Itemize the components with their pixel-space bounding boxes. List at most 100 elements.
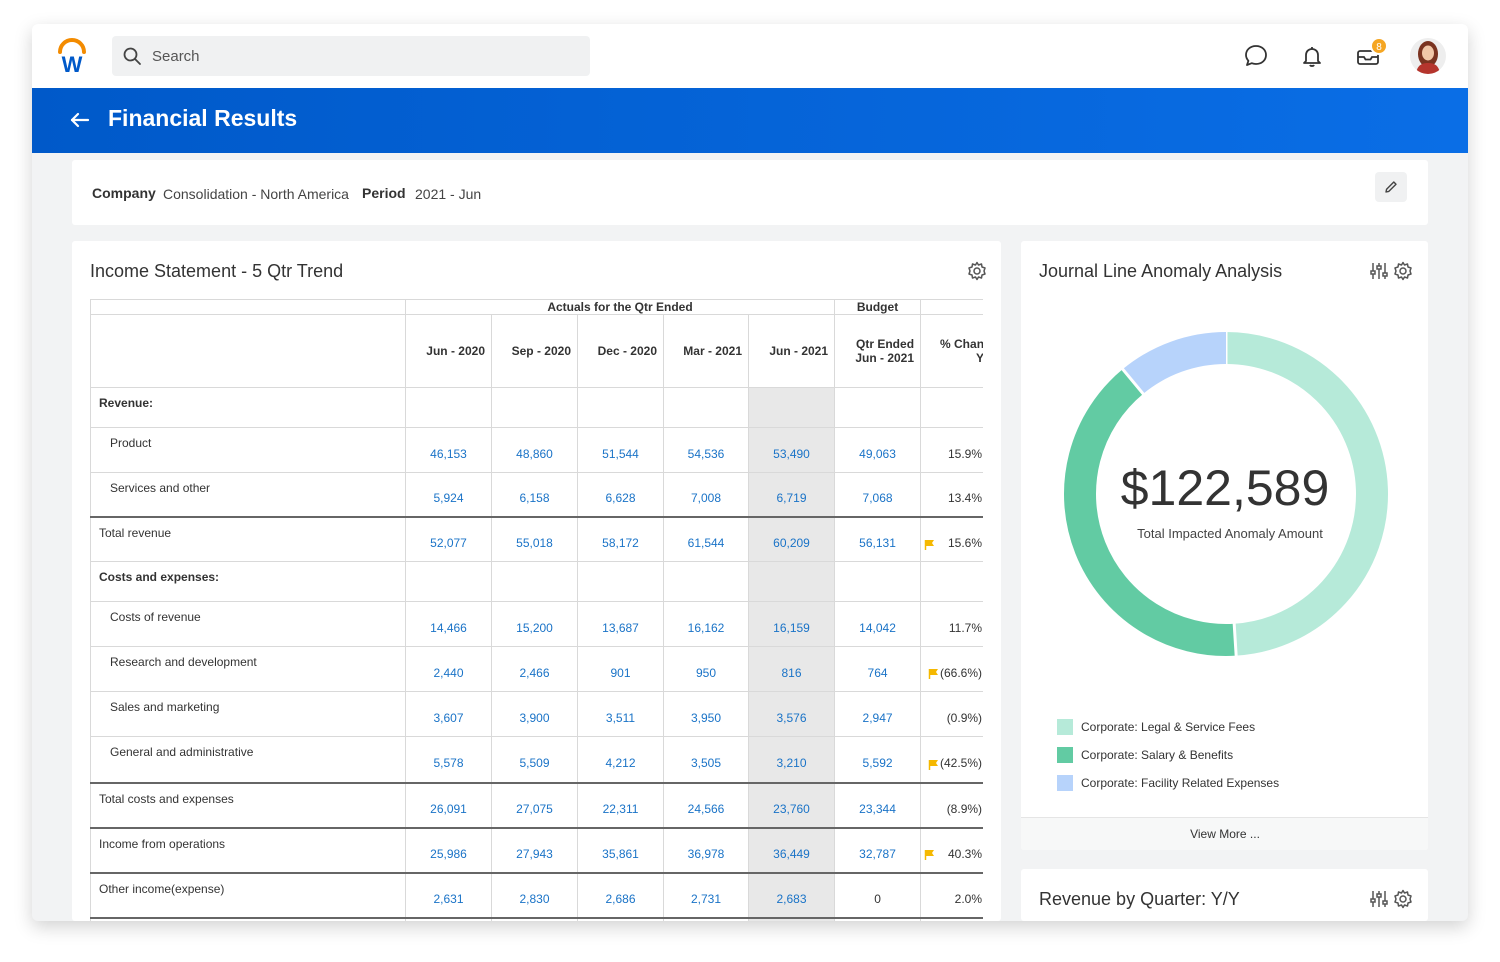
col-header-4: Jun - 2021: [747, 314, 836, 388]
value-link[interactable]: 2,631: [405, 871, 492, 918]
table-row: Sales and marketing 3,607 3,900 3,511 3,950 3…: [90, 691, 983, 737]
budget-value-link[interactable]: 14,042: [834, 601, 922, 647]
anomaly-donut-chart: [1064, 331, 1388, 657]
bell-icon[interactable]: [1298, 42, 1326, 70]
value-link[interactable]: 27,943: [491, 826, 578, 873]
filter-sliders-icon[interactable]: [1369, 261, 1389, 281]
value-link[interactable]: 51,544: [577, 427, 664, 473]
value-link[interactable]: 901: [577, 646, 664, 692]
table-row: Services and other 5,924 6,158 6,628 7,008 6,…: [90, 472, 983, 517]
budget-value-link[interactable]: 56,131: [834, 515, 922, 562]
flag-icon[interactable]: [924, 849, 935, 861]
value-link[interactable]: 6,628: [577, 472, 664, 517]
value-link[interactable]: 5,509: [491, 736, 578, 783]
budget-value-link[interactable]: 49,063: [834, 427, 922, 473]
gear-icon[interactable]: [1393, 261, 1413, 281]
budget-value-link[interactable]: 5,592: [834, 736, 922, 783]
value-link[interactable]: 53,490: [747, 427, 836, 473]
value-link[interactable]: 3,607: [405, 691, 492, 737]
value-link[interactable]: 26,091: [405, 781, 492, 828]
page-header: Financial Results: [32, 88, 1468, 153]
value-link[interactable]: 3,900: [491, 691, 578, 737]
value-link[interactable]: 5,578: [405, 736, 492, 783]
flag-icon[interactable]: [928, 759, 939, 770]
budget-value-link[interactable]: 23,344: [834, 781, 922, 828]
value-link[interactable]: 3,576: [747, 691, 836, 737]
donut-slice-2[interactable]: [1122, 332, 1227, 395]
value-link[interactable]: 6,158: [491, 472, 578, 517]
value-link[interactable]: 2,440: [405, 646, 492, 692]
value-link[interactable]: 54,536: [663, 427, 749, 473]
value-link[interactable]: 2,686: [577, 871, 664, 918]
value-link[interactable]: 2,830: [491, 871, 578, 918]
table-row: Total revenue 52,077 55,018 58,172 61,544 60,…: [90, 515, 983, 562]
empty-cell: [491, 387, 578, 428]
legend-label: Corporate: Facility Related Expenses: [1081, 776, 1280, 790]
avatar[interactable]: [1410, 38, 1446, 74]
donut-slice-1[interactable]: [1064, 369, 1237, 656]
gear-icon[interactable]: [1393, 889, 1413, 909]
value-link[interactable]: 13,687: [577, 601, 664, 647]
inbox-icon[interactable]: [1354, 42, 1382, 70]
donut-slice-0[interactable]: [1225, 332, 1388, 656]
view-more-button[interactable]: View More ...: [1021, 817, 1428, 850]
value-link[interactable]: 15,200: [491, 601, 578, 647]
value-link[interactable]: 2,466: [491, 646, 578, 692]
flag-icon[interactable]: [924, 539, 935, 550]
budget-value-link[interactable]: 764: [834, 646, 922, 692]
legend-item-legal[interactable]: Corporate: Legal & Service Fees: [1057, 719, 1255, 735]
value-link[interactable]: 55,018: [491, 515, 578, 562]
value-link[interactable]: 3,950: [663, 691, 749, 737]
budget-value-link[interactable]: 2,947: [834, 691, 922, 737]
workday-logo[interactable]: W: [54, 36, 90, 77]
value-link[interactable]: 2,683: [747, 871, 836, 918]
budget-value-link[interactable]: 32,787: [834, 826, 922, 873]
legend-swatch: [1057, 719, 1073, 735]
value-link[interactable]: 16,162: [663, 601, 749, 647]
budget-value-link[interactable]: 7,068: [834, 472, 922, 517]
value-link[interactable]: 24,566: [663, 781, 749, 828]
legend-item-facility[interactable]: Corporate: Facility Related Expenses: [1057, 775, 1279, 791]
value-link[interactable]: 4,212: [577, 736, 664, 783]
col-header-pct: % ChanY: [920, 314, 983, 388]
search-input[interactable]: Search: [112, 36, 590, 76]
value-link[interactable]: 58,172: [577, 515, 664, 562]
value-link[interactable]: 950: [663, 646, 749, 692]
value-link[interactable]: 23,760: [747, 781, 836, 828]
edit-button[interactable]: [1375, 172, 1407, 202]
pct-change-value: 40.3%: [948, 847, 983, 861]
value-link[interactable]: 22,311: [577, 781, 664, 828]
anomaly-total-amount: $122,589: [1120, 460, 1330, 516]
value-link[interactable]: 61,544: [663, 515, 749, 562]
value-link[interactable]: 60,209: [747, 515, 836, 562]
chat-icon[interactable]: [1242, 42, 1270, 70]
back-arrow-icon[interactable]: [68, 108, 92, 132]
value-link[interactable]: 7,008: [663, 472, 749, 517]
legend-item-salary[interactable]: Corporate: Salary & Benefits: [1057, 747, 1233, 763]
value-link[interactable]: 14,466: [405, 601, 492, 647]
pct-change-value: 15.6%: [948, 536, 983, 551]
value-link[interactable]: 5,924: [405, 472, 492, 517]
pct-change-value: 13.4%: [948, 491, 983, 506]
value-link[interactable]: 16,159: [747, 601, 836, 647]
value-link[interactable]: 52,077: [405, 515, 492, 562]
value-link[interactable]: 816: [747, 646, 836, 692]
value-link[interactable]: 3,210: [747, 736, 836, 783]
value-link[interactable]: 25,986: [405, 826, 492, 873]
value-link[interactable]: 36,449: [747, 826, 836, 873]
value-link[interactable]: 6,719: [747, 472, 836, 517]
value-link[interactable]: 35,861: [577, 826, 664, 873]
value-link[interactable]: 27,075: [491, 781, 578, 828]
flag-icon[interactable]: [928, 668, 939, 680]
value-link[interactable]: 3,511: [577, 691, 664, 737]
value-link[interactable]: 3,505: [663, 736, 749, 783]
filter-sliders-icon[interactable]: [1369, 889, 1389, 909]
page-title: Financial Results: [108, 105, 298, 131]
value-link[interactable]: 36,978: [663, 826, 749, 873]
table-row: Other income(expense) 2,631 2,830 2,686 2,73…: [90, 871, 983, 918]
value-link[interactable]: 46,153: [405, 427, 492, 473]
value-link[interactable]: 48,860: [491, 427, 578, 473]
table-row: Revenue:: [90, 387, 983, 428]
gear-icon[interactable]: [967, 261, 987, 281]
value-link[interactable]: 2,731: [663, 871, 749, 918]
